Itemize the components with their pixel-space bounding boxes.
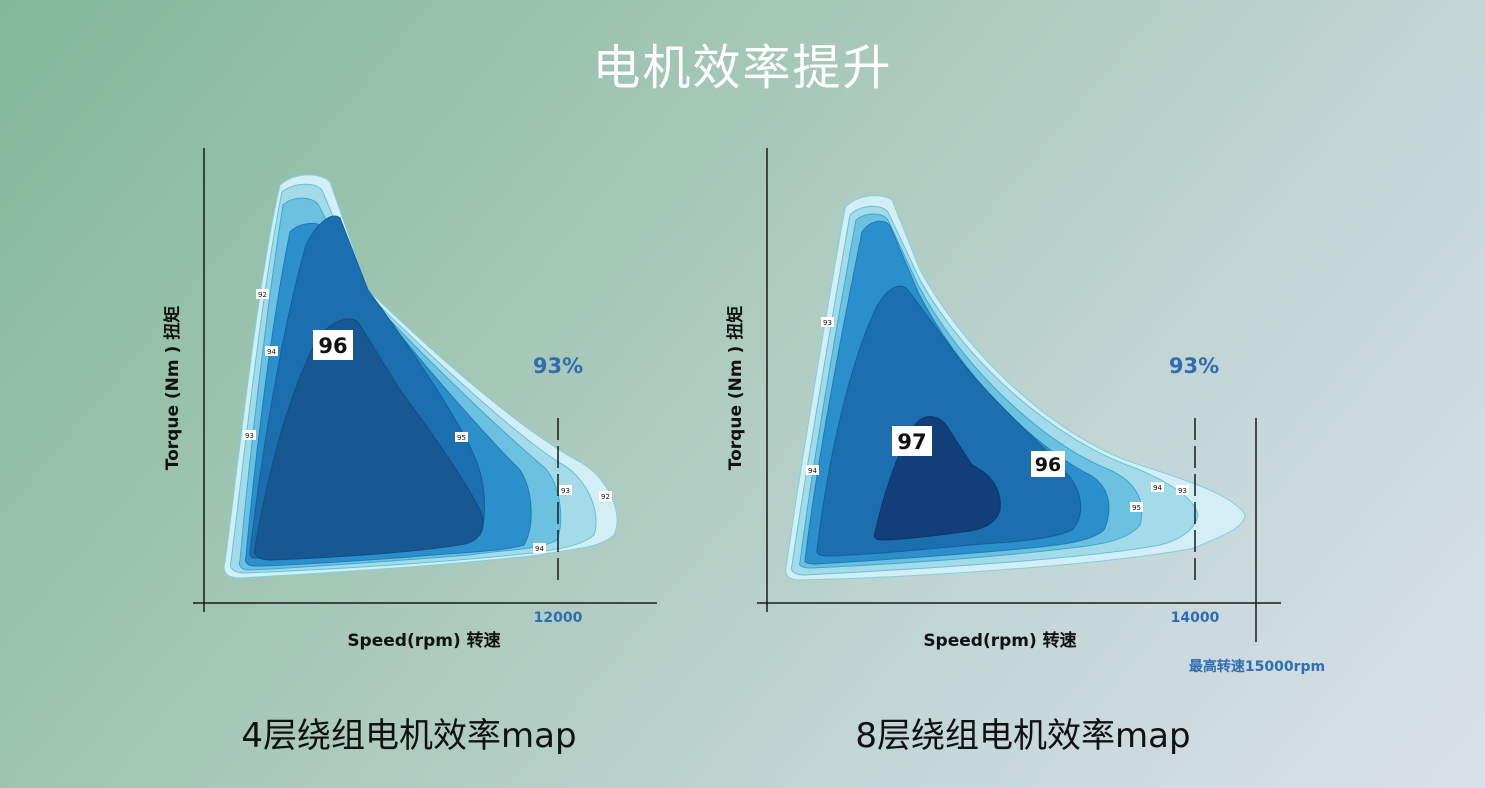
speed-marker-label: 14000 bbox=[1171, 610, 1220, 626]
peak-label-text: 97 bbox=[897, 430, 926, 454]
caption-8-layer: 8层绕组电机效率map bbox=[855, 716, 1191, 756]
contour-label-93-right: 93 bbox=[559, 485, 572, 495]
peak-label-96: 96 bbox=[313, 330, 353, 360]
efficiency-note: 93% bbox=[533, 354, 583, 378]
x-axis-label: Speed(rpm) 转速 bbox=[923, 630, 1076, 651]
contour-label-text: 93 bbox=[1178, 487, 1187, 495]
contour-label-text: 95 bbox=[1132, 504, 1141, 512]
contour-label-text: 94 bbox=[1153, 484, 1162, 492]
peak-label-96: 96 bbox=[1031, 451, 1065, 477]
contour-label-94-bottom: 94 bbox=[533, 543, 546, 553]
efficiency-map-8-layer: 93 94 95 94 93 97 96 93% 14000 最高转速15000… bbox=[725, 148, 1325, 675]
contour-label-text: 93 bbox=[823, 319, 832, 327]
efficiency-note: 93% bbox=[1169, 354, 1219, 378]
contour-label-93: 93 bbox=[821, 317, 834, 327]
contour-label-92: 92 bbox=[256, 289, 269, 299]
contour-label-94: 94 bbox=[806, 465, 819, 475]
page-title: 电机效率提升 bbox=[592, 40, 893, 96]
y-axis-label: Torque (Nm ) 扭矩 bbox=[725, 306, 746, 470]
contour-label-94-right: 94 bbox=[1151, 482, 1164, 492]
x-axis-label: Speed(rpm) 转速 bbox=[347, 630, 500, 651]
contour-label-93-right: 93 bbox=[1176, 485, 1189, 495]
contour-label-text: 93 bbox=[561, 487, 570, 495]
contour-label-95: 95 bbox=[455, 432, 468, 442]
contour-region-peak bbox=[254, 318, 484, 561]
peak-label-text: 96 bbox=[318, 334, 347, 358]
contour-label-text: 94 bbox=[267, 348, 276, 356]
contour-label-93: 93 bbox=[243, 430, 256, 440]
contour-label-94: 94 bbox=[265, 346, 278, 356]
contour-label-text: 94 bbox=[535, 545, 544, 553]
y-axis-label: Torque (Nm ) 扭矩 bbox=[162, 306, 183, 470]
contour-label-text: 92 bbox=[258, 291, 267, 299]
contour-label-text: 94 bbox=[808, 467, 817, 475]
peak-label-97: 97 bbox=[892, 426, 932, 456]
contour-label-92-right: 92 bbox=[599, 491, 612, 501]
contour-region-level-4 bbox=[816, 285, 1082, 557]
contour-label-text: 92 bbox=[601, 493, 610, 501]
caption-4-layer: 4层绕组电机效率map bbox=[241, 716, 577, 756]
contour-label-text: 95 bbox=[457, 434, 466, 442]
speed-marker-label: 12000 bbox=[534, 610, 583, 626]
efficiency-map-4-layer: 92 94 93 95 93 92 94 96 93% 12000 Speed(… bbox=[162, 148, 657, 651]
contour-label-text: 93 bbox=[245, 432, 254, 440]
peak-label-text: 96 bbox=[1035, 454, 1061, 476]
max-speed-label: 最高转速15000rpm bbox=[1189, 658, 1325, 675]
contour-label-95: 95 bbox=[1130, 502, 1143, 512]
